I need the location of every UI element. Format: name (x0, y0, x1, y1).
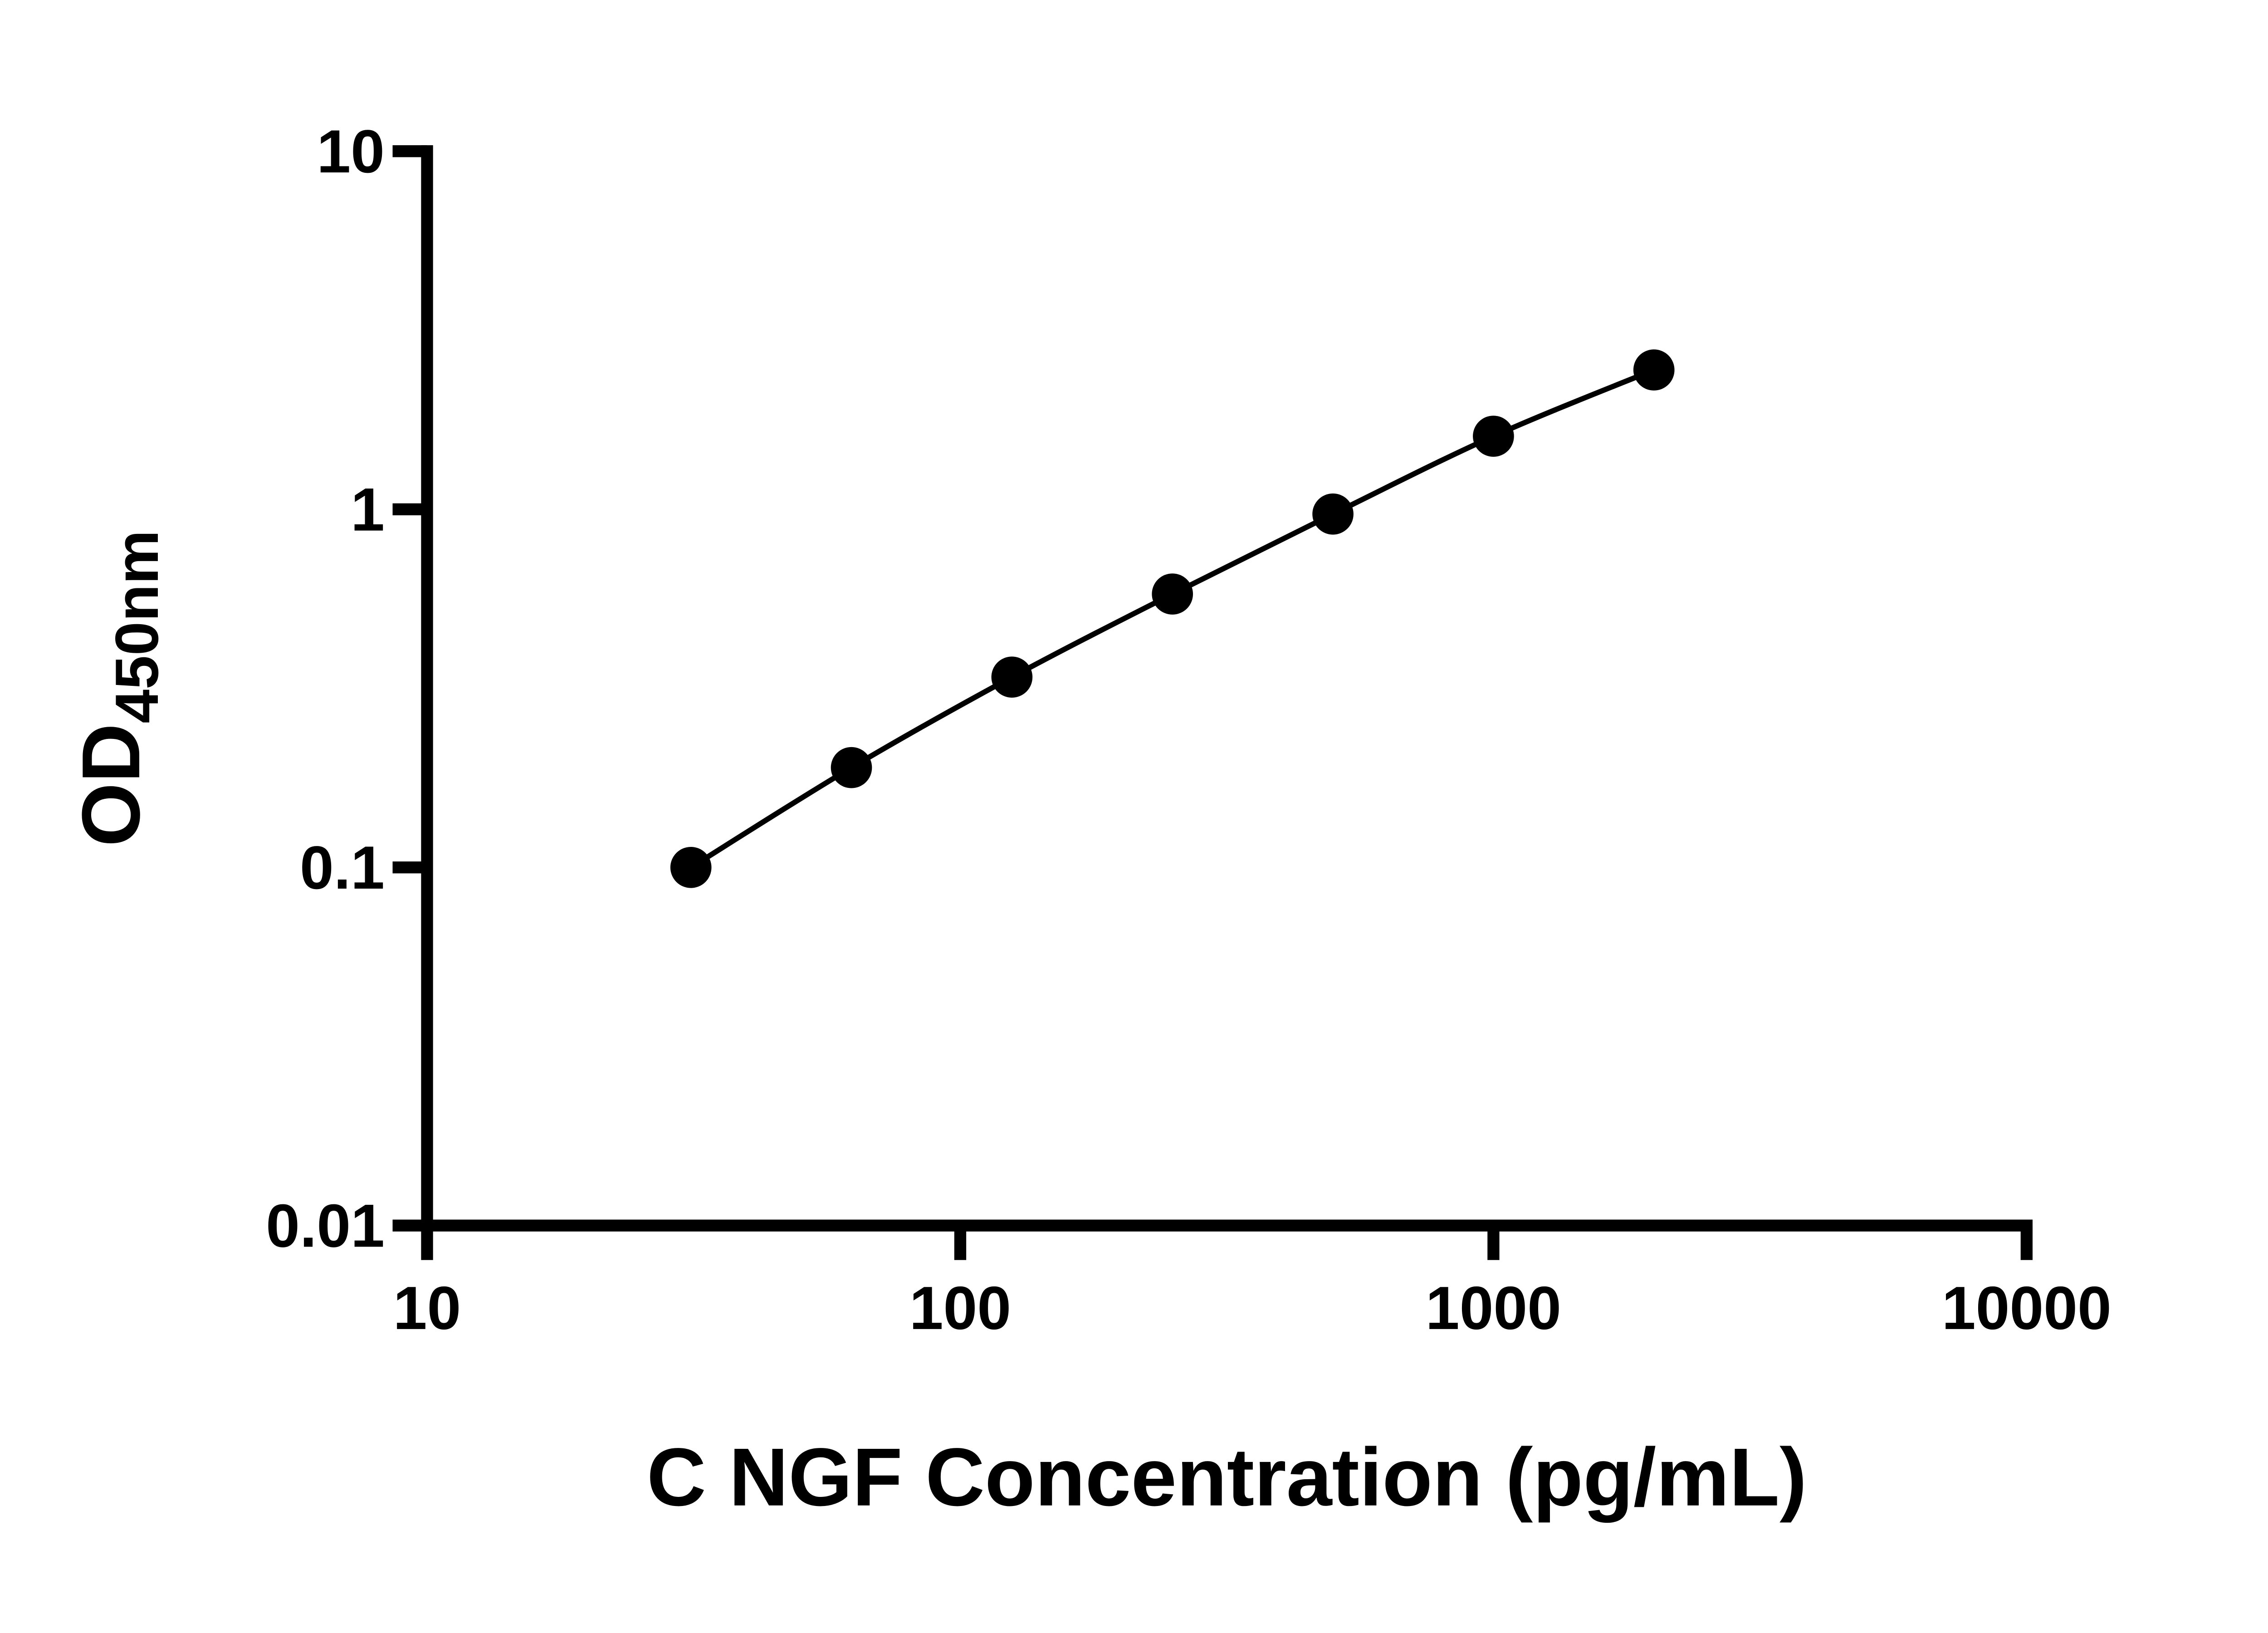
y-tick-text-0p01: 0.01 (266, 1192, 385, 1260)
x-tick-label-group: 10 100 1000 10000 (393, 1274, 2112, 1342)
data-point (831, 747, 872, 788)
y-axis-title-subscript: 450nm (103, 530, 171, 724)
y-tick-text-10: 10 (317, 117, 385, 186)
data-point (1633, 349, 1675, 391)
y-tick-text-1: 1 (351, 475, 385, 544)
y-axis-title: OD450nm (65, 530, 171, 847)
chart-container: 10 100 1000 10000 0.01 0.1 1 10 C NGF Co… (0, 0, 2268, 1592)
x-axis-title: C NGF Concentration (pg/mL) (647, 1432, 1807, 1523)
y-axis-title-base: OD (65, 724, 157, 847)
data-point (1473, 416, 1514, 457)
y-tick-label-group: 0.01 0.1 1 10 (266, 117, 385, 1260)
chart-background (0, 0, 2268, 1592)
x-tick-text-10: 10 (393, 1274, 461, 1342)
data-point (991, 656, 1033, 698)
data-point (1312, 493, 1354, 535)
x-tick-text-100: 100 (909, 1274, 1011, 1342)
x-tick-text-1000: 1000 (1426, 1274, 1561, 1342)
data-point (670, 846, 712, 888)
y-tick-text-0p1: 0.1 (300, 833, 385, 902)
x-tick-text-10000: 10000 (1942, 1274, 2112, 1342)
y-tick-marks (392, 145, 427, 1232)
data-point (1152, 573, 1193, 615)
standard-curve-chart: 10 100 1000 10000 0.01 0.1 1 10 C NGF Co… (0, 0, 2268, 1592)
data-points (670, 349, 1675, 888)
